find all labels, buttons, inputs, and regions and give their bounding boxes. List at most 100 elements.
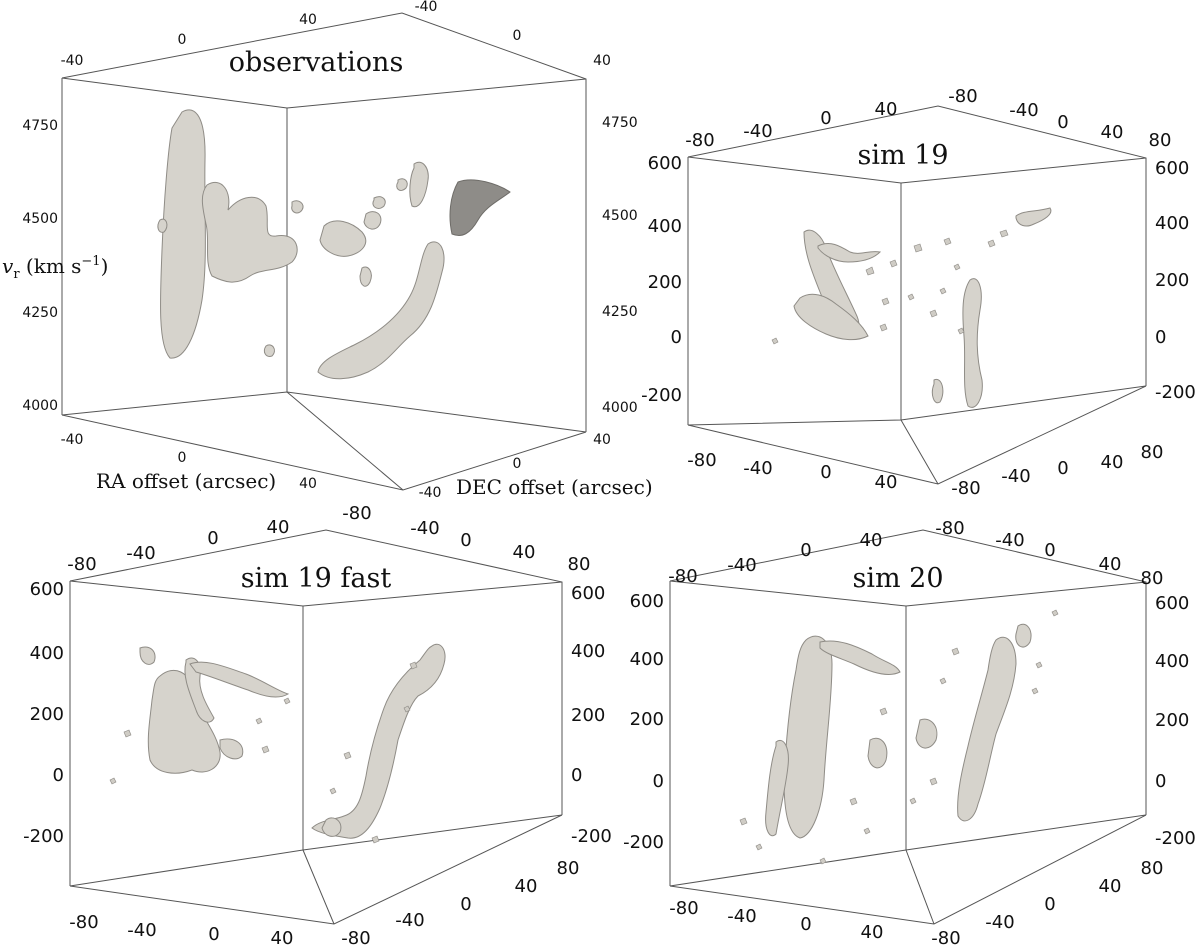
- dec-tick: 40: [593, 53, 611, 69]
- v-tick: 600: [1155, 158, 1189, 179]
- ra-tick: 0: [820, 108, 831, 129]
- v-tick: 400: [30, 643, 64, 664]
- ra-tick: 40: [299, 12, 317, 28]
- v-tick: -200: [571, 826, 612, 847]
- bottom-ticks: -40 0 40 40 0 -40: [61, 432, 611, 501]
- dec-tick: 40: [1099, 876, 1122, 897]
- ra-tick: 0: [208, 924, 219, 945]
- dec-tick: -40: [419, 485, 442, 501]
- dec-tick: 40: [1101, 122, 1124, 143]
- v-tick: 4000: [22, 398, 58, 414]
- panel-title: sim 19: [857, 140, 948, 171]
- v-tick: 600: [30, 579, 64, 600]
- ra-tick: -40: [61, 432, 84, 448]
- dec-tick: 80: [1141, 858, 1164, 879]
- box-edges: [669, 529, 1147, 925]
- v-tick: 0: [1155, 771, 1166, 792]
- dec-tick: -40: [995, 530, 1024, 551]
- ra-tick: 0: [800, 914, 811, 935]
- v-tick: 4500: [22, 211, 58, 227]
- dec-tick: -80: [931, 928, 960, 949]
- v-tick: 0: [53, 765, 64, 786]
- dec-tick: -80: [951, 478, 980, 499]
- isosurface: [739, 609, 1059, 865]
- v-tick: -200: [623, 832, 664, 853]
- dec-tick: 0: [460, 894, 471, 915]
- dec-tick: 80: [557, 858, 580, 879]
- bottom-ticks: -80 -40 0 40 80 40 0 -40 -80: [669, 858, 1163, 949]
- v-tick: -200: [1155, 828, 1196, 849]
- panel-title: observations: [229, 47, 404, 78]
- ra-tick: -80: [935, 518, 964, 539]
- dec-tick: -80: [341, 928, 370, 949]
- top-ticks: -40 0 40 -40 0 40: [61, 0, 611, 69]
- isosurface: [109, 643, 446, 844]
- ra-tick: 40: [267, 517, 290, 538]
- bottom-ticks: -80 -40 0 40 80 40 0 -40 -80: [69, 858, 579, 949]
- dec-tick: 40: [513, 542, 536, 563]
- ra-tick: 40: [861, 922, 884, 943]
- v-tick: 0: [653, 771, 664, 792]
- panel-sim19fast: sim 19 fast 600 400 200 0 -200 600 400 2…: [23, 503, 612, 949]
- v-tick: 0: [671, 327, 682, 348]
- v-tick: 4500: [602, 208, 638, 224]
- ra-tick: -80: [668, 566, 697, 587]
- v-tick: 400: [1155, 651, 1189, 672]
- ra-tick: -80: [669, 898, 698, 919]
- v-ticks-left: 600 400 200 0 -200: [641, 153, 682, 406]
- panel-title: sim 20: [852, 563, 943, 594]
- v-tick: 600: [630, 591, 664, 612]
- v-tick: 600: [571, 583, 605, 604]
- ra-tick: -80: [685, 130, 714, 151]
- v-tick: 0: [1155, 327, 1166, 348]
- v-ticks-left: 600 400 200 0 -200: [23, 579, 64, 847]
- v-tick: 600: [1155, 593, 1189, 614]
- ra-tick: 40: [299, 476, 317, 492]
- dec-tick: 0: [460, 530, 471, 551]
- v-ticks-right: 600 400 200 0 -200: [1155, 158, 1196, 403]
- dec-tick: -40: [1001, 466, 1030, 487]
- panel-title: sim 19 fast: [241, 563, 392, 594]
- dec-tick: 0: [1044, 894, 1055, 915]
- dec-tick: 40: [515, 876, 538, 897]
- ra-tick: 40: [875, 472, 898, 493]
- ra-axis-label: RA offset (arcsec): [96, 469, 276, 493]
- ra-tick: 0: [800, 540, 811, 561]
- dec-tick: 0: [1057, 458, 1068, 479]
- dec-axis-label: DEC offset (arcsec): [456, 475, 653, 499]
- v-tick: 400: [630, 649, 664, 670]
- ra-tick: 0: [820, 462, 831, 483]
- v-tick: 4250: [602, 304, 638, 320]
- panel-sim19: sim 19 600 400 200 0 -200 600 400 200 0 …: [641, 86, 1196, 499]
- v-ticks-right: 600 400 200 0 -200: [1155, 593, 1196, 849]
- isosurface: [157, 109, 511, 380]
- ra-tick: -80: [342, 503, 371, 524]
- v-tick: 400: [1155, 213, 1189, 234]
- v-tick: 200: [30, 704, 64, 725]
- v-tick: 0: [571, 765, 582, 786]
- ra-tick: -40: [127, 920, 156, 941]
- v-tick: 4250: [22, 305, 58, 321]
- top-ticks: -80 -40 0 40 -80 -40 0 40 80: [668, 518, 1163, 589]
- ra-tick: 40: [860, 530, 883, 551]
- v-tick: -200: [641, 385, 682, 406]
- ra-tick: 0: [207, 528, 218, 549]
- dec-tick: 40: [593, 432, 611, 448]
- dec-tick: 0: [1057, 112, 1068, 133]
- dec-tick: 80: [568, 554, 591, 575]
- box-edges: [687, 105, 1147, 485]
- dec-tick: 40: [1101, 452, 1124, 473]
- bottom-ticks: -80 -40 0 40 80 40 0 -40 -80: [687, 442, 1163, 499]
- ra-tick: -80: [687, 450, 716, 471]
- dec-tick: -40: [415, 0, 438, 15]
- ra-tick: -80: [948, 86, 977, 107]
- box-edges: [61, 12, 587, 491]
- dec-tick: 80: [1149, 130, 1172, 151]
- ra-tick: -40: [727, 555, 756, 576]
- v-ticks-left: 600 400 200 0 -200: [623, 591, 664, 853]
- dec-tick: -40: [1009, 100, 1038, 121]
- v-axis-label: vr (km s−1): [2, 254, 108, 282]
- v-tick: 200: [1155, 710, 1189, 731]
- dec-tick: 80: [1141, 442, 1164, 463]
